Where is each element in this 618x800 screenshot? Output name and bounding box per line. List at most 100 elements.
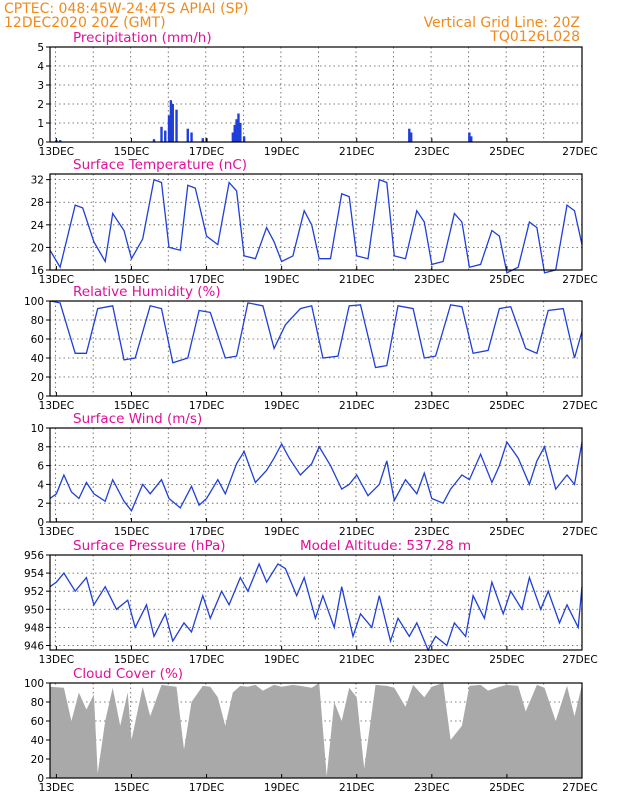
precip-bar — [231, 132, 235, 142]
x-tick-label: 27DEC — [562, 782, 597, 794]
y-tick-label: 28 — [31, 197, 44, 209]
series-line-temp — [49, 178, 583, 274]
y-tick-label: 60 — [31, 334, 44, 346]
x-tick-label: 19DEC — [264, 526, 299, 538]
x-tick-label: 15DEC — [114, 654, 149, 666]
y-tick-label: 5 — [37, 42, 44, 54]
x-tick-label: 23DEC — [414, 526, 449, 538]
panel-title-pressure: Surface Pressure (hPa) — [73, 538, 226, 554]
panel-title-precip: Precipitation (mm/h) — [73, 30, 212, 46]
series-line-wind — [49, 440, 583, 512]
precip-bar — [468, 132, 471, 142]
panel-pressure: 946 948 950 952 954 956 13DEC 15DEC 17DEC 19DEC 21… — [24, 538, 598, 666]
panel-title-rh: Relative Humidity (%) — [73, 284, 221, 300]
x-tick-label: 21DEC — [339, 146, 374, 158]
series-line-rh — [49, 300, 583, 369]
x-tick-label: 17DEC — [189, 526, 224, 538]
x-tick-label: 21DEC — [339, 654, 374, 666]
y-tick-label: 1 — [37, 118, 44, 130]
precip-bar — [201, 138, 205, 142]
x-tick-label: 21DEC — [339, 782, 374, 794]
y-tick-label: 2 — [37, 99, 44, 111]
y-tick-label: 20 — [31, 372, 44, 384]
precip-bar — [167, 115, 171, 142]
x-tick-label: 13DEC — [39, 146, 74, 158]
y-tick-label: 20 — [31, 754, 44, 766]
header-gridline: Vertical Grid Line: 20Z — [424, 15, 580, 31]
precip-bar — [239, 123, 242, 142]
plot-frame — [49, 554, 583, 651]
panel-rh: 0 20 40 60 80 100 13DEC 15DEC 17DEC 19DEC 21DEC 23D… — [24, 284, 598, 412]
y-tick-label: 4 — [37, 61, 44, 73]
x-tick-label: 13DEC — [39, 526, 74, 538]
x-tick-label: 19DEC — [264, 782, 299, 794]
y-tick-label: 0 — [37, 137, 44, 149]
x-tick-label: 23DEC — [414, 654, 449, 666]
x-tick-label: 27DEC — [562, 526, 597, 538]
panel-wind: 0 2 4 6 8 10 13DEC 15DEC 17DEC 19DEC 21DEC 23DEC 25D… — [31, 411, 598, 538]
precip-bar — [233, 124, 236, 142]
precip-bar — [171, 104, 174, 142]
precip-bar — [242, 136, 246, 142]
x-tick-label: 23DEC — [414, 782, 449, 794]
x-tick-label: 15DEC — [114, 526, 149, 538]
plot-frame — [49, 173, 583, 271]
series-line-pressure — [49, 562, 583, 652]
cloud-area — [50, 683, 582, 778]
y-tick-label: 950 — [24, 604, 44, 616]
precip-bar — [186, 128, 189, 142]
precip-bar — [408, 128, 411, 142]
plot-frame — [49, 46, 583, 143]
y-tick-label: 4 — [37, 479, 44, 491]
precip-bar — [175, 109, 178, 142]
panel-title-temp: Surface Temperature (nC) — [73, 157, 247, 173]
x-tick-label: 21DEC — [339, 400, 374, 412]
y-tick-label: 80 — [31, 315, 44, 327]
x-tick-label: 15DEC — [114, 782, 149, 794]
panel-temp: 16 20 24 28 32 13DEC 15DEC 17DEC 19DEC 21DEC 23DEC… — [31, 157, 598, 286]
y-tick-label: 16 — [31, 265, 45, 277]
header-date: 12DEC2020 20Z (GMT) — [4, 15, 166, 31]
x-tick-label: 17DEC — [189, 400, 224, 412]
x-tick-label: 27DEC — [562, 400, 597, 412]
y-tick-label: 100 — [24, 678, 44, 690]
y-tick-label: 40 — [31, 353, 44, 365]
y-tick-label: 948 — [24, 622, 44, 634]
y-tick-label: 8 — [37, 442, 44, 454]
plot-frame — [49, 427, 583, 523]
x-tick-label: 25DEC — [489, 400, 524, 412]
y-tick-label: 0 — [37, 517, 44, 529]
y-tick-label: 3 — [37, 80, 44, 92]
x-tick-label: 17DEC — [189, 146, 224, 158]
y-tick-label: 2 — [37, 498, 44, 510]
panel-cloud: 0 20 40 60 80 100 13DEC 15DEC 17DEC 19DEC 21DEC 23D… — [24, 666, 598, 794]
x-tick-label: 17DEC — [189, 654, 224, 666]
precip-bar — [190, 132, 193, 142]
x-tick-label: 13DEC — [39, 654, 74, 666]
x-tick-label: 21DEC — [339, 526, 374, 538]
precip-bar — [164, 130, 167, 142]
x-tick-label: 15DEC — [114, 146, 149, 158]
y-tick-label: 40 — [31, 735, 44, 747]
y-tick-label: 0 — [37, 391, 44, 403]
y-tick-label: 10 — [31, 423, 44, 435]
x-tick-label: 25DEC — [489, 274, 524, 286]
precip-bar — [237, 113, 240, 142]
y-tick-label: 24 — [31, 220, 45, 232]
x-tick-label: 25DEC — [489, 782, 524, 794]
panel-title-cloud: Cloud Cover (%) — [73, 666, 183, 682]
x-tick-label: 17DEC — [189, 782, 224, 794]
y-tick-label: 0 — [37, 773, 44, 785]
y-tick-label: 952 — [24, 586, 44, 598]
x-tick-label: 27DEC — [562, 274, 597, 286]
x-tick-label: 13DEC — [39, 400, 74, 412]
y-tick-label: 954 — [24, 568, 44, 580]
header-location: CPTEC: 048:45W-24:47S APIAI (SP) — [4, 1, 248, 17]
x-tick-label: 15DEC — [114, 274, 149, 286]
precip-bar — [160, 126, 163, 142]
y-tick-label: 32 — [31, 175, 44, 187]
y-tick-label: 20 — [31, 242, 44, 254]
panel-precip: 0 1 2 3 4 5 13DEC 15DEC 17DEC 19DEC 21DEC 23DEC 25DE… — [37, 30, 597, 158]
x-tick-label: 13DEC — [39, 782, 74, 794]
